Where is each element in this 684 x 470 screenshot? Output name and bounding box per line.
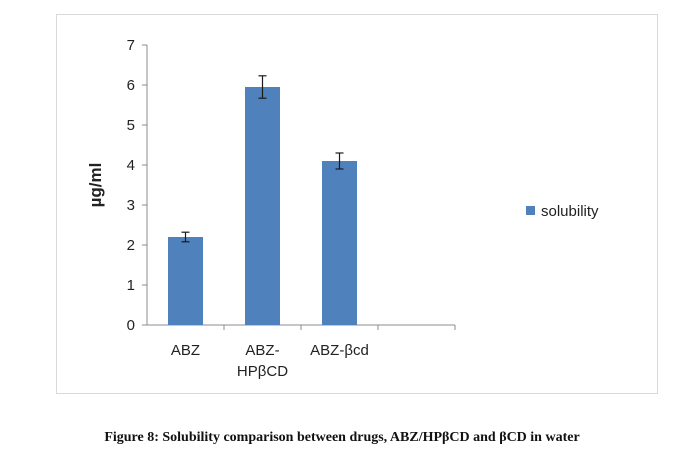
- y-tick-label: 7: [127, 37, 135, 54]
- legend-label: solubility: [541, 203, 599, 220]
- y-tick-label: 3: [127, 197, 135, 214]
- y-tick-label: 0: [127, 317, 135, 334]
- chart-frame: 0 1 2 3 4 5 6 7 µg/ml ABZ ABZ- HPβCD ABZ-βcd solubili…: [56, 14, 658, 394]
- bar-3: [322, 161, 357, 325]
- y-tick-label: 6: [127, 77, 135, 94]
- x-category-label: ABZ: [171, 342, 200, 359]
- legend-swatch: [526, 206, 535, 215]
- y-tick-label: 5: [127, 117, 135, 134]
- y-tick-label: 1: [127, 277, 135, 294]
- y-tick-label: 4: [127, 157, 135, 174]
- bar-2: [245, 87, 280, 325]
- bar-chart: 0 1 2 3 4 5 6 7 µg/ml ABZ ABZ- HPβCD ABZ-βcd solubili…: [86, 37, 599, 380]
- y-tick-label: 2: [127, 237, 135, 254]
- y-axis-label: µg/ml: [86, 163, 105, 208]
- x-category-label: ABZ-βcd: [310, 342, 369, 359]
- figure-caption: Figure 8: Solubility comparison between …: [104, 430, 580, 445]
- bar-1: [168, 237, 203, 325]
- x-category-label: ABZ-: [245, 342, 279, 359]
- x-category-label: HPβCD: [237, 363, 288, 380]
